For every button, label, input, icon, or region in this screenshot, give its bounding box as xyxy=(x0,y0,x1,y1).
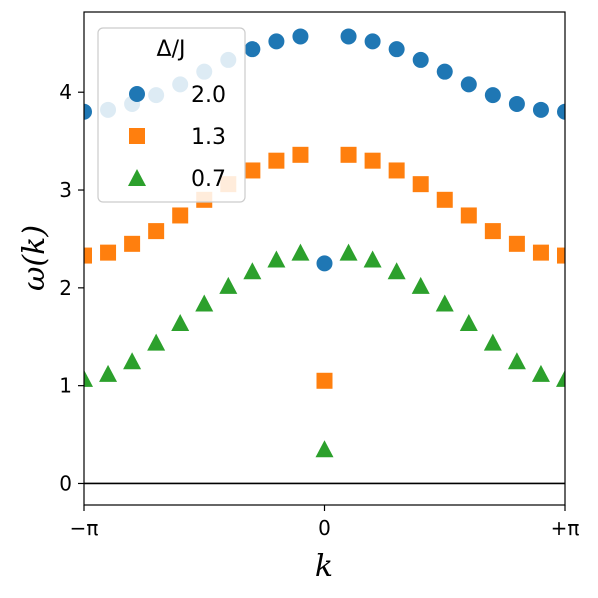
x-tick-label: −π xyxy=(70,516,99,540)
data-point xyxy=(364,33,381,50)
legend: Δ/J2.0 1.3 0.7 xyxy=(97,27,246,203)
data-point xyxy=(436,191,453,208)
legend-label: 1.3 xyxy=(191,125,226,150)
x-tick-label: 0 xyxy=(318,516,331,540)
data-point xyxy=(84,103,92,120)
data-point xyxy=(84,369,93,387)
data-point xyxy=(531,364,550,382)
legend-marker xyxy=(129,128,145,144)
data-point xyxy=(315,440,334,458)
data-point xyxy=(123,352,142,370)
legend-box xyxy=(97,27,246,203)
data-point xyxy=(364,152,381,169)
data-point xyxy=(147,333,166,351)
data-point xyxy=(532,101,549,118)
data-point xyxy=(316,255,333,272)
data-point xyxy=(243,262,262,280)
data-point xyxy=(508,95,525,112)
y-tick-label: 1 xyxy=(59,374,72,398)
data-point xyxy=(219,276,238,294)
y-tick-label: 0 xyxy=(59,471,72,495)
data-point xyxy=(436,63,453,80)
data-point xyxy=(292,146,309,163)
data-point xyxy=(244,41,261,58)
data-point xyxy=(459,314,478,332)
x-tick-label: +π xyxy=(551,516,580,540)
legend-title: Δ/J xyxy=(157,37,186,62)
data-point xyxy=(388,162,405,179)
y-tick-label: 4 xyxy=(59,80,72,104)
data-point xyxy=(148,223,165,240)
data-point xyxy=(172,207,189,224)
data-point xyxy=(124,235,141,252)
y-tick-label: 2 xyxy=(59,276,72,300)
data-point xyxy=(483,333,502,351)
y-tick-label: 3 xyxy=(59,178,72,202)
legend-label: 0.7 xyxy=(191,167,226,192)
data-point xyxy=(388,41,405,58)
data-point xyxy=(507,352,526,370)
data-point xyxy=(99,364,118,382)
data-point xyxy=(363,250,382,268)
data-point xyxy=(411,276,430,294)
data-point xyxy=(339,243,358,261)
data-point xyxy=(412,176,429,193)
data-point xyxy=(484,87,501,104)
data-point xyxy=(100,244,117,261)
data-point xyxy=(435,294,454,312)
data-point xyxy=(267,250,286,268)
legend-marker xyxy=(129,86,145,102)
data-point xyxy=(316,372,333,389)
data-point xyxy=(292,28,309,45)
data-point xyxy=(557,103,565,120)
data-point xyxy=(268,152,285,169)
data-point xyxy=(460,76,477,93)
data-point xyxy=(556,369,565,387)
legend-label: 2.0 xyxy=(191,83,226,108)
data-point xyxy=(460,207,477,224)
data-point xyxy=(268,33,285,50)
legend-marker xyxy=(128,169,146,186)
data-point xyxy=(291,243,310,261)
data-point xyxy=(557,247,565,264)
data-point xyxy=(340,146,357,163)
data-point xyxy=(484,223,501,240)
data-point xyxy=(195,294,214,312)
data-point xyxy=(340,28,357,45)
data-point xyxy=(171,314,190,332)
data-point xyxy=(244,162,261,179)
series-0-7 xyxy=(84,243,565,458)
data-point xyxy=(84,247,92,264)
data-point xyxy=(387,262,406,280)
x-axis-label: k xyxy=(315,549,333,584)
data-point xyxy=(508,235,525,252)
y-axis-label: ω(k) xyxy=(17,225,52,291)
data-point xyxy=(412,51,429,68)
data-point xyxy=(532,244,549,261)
